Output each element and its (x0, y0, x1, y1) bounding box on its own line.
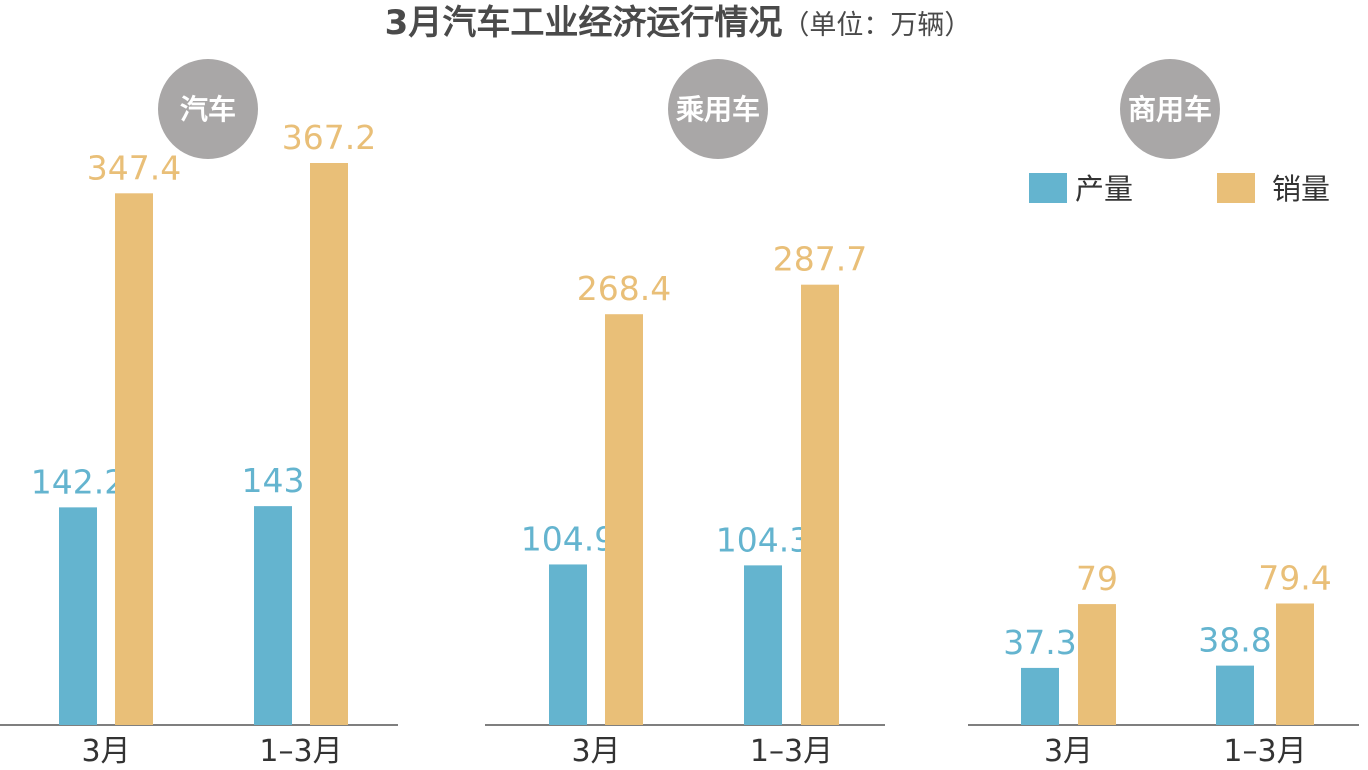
chart-title: 3月汽车工业经济运行情况（单位：万辆） (385, 3, 972, 43)
bar-production (549, 564, 587, 725)
legend-label-production: 产量 (1075, 172, 1133, 206)
panel-2: 乘用车 104.9 268.4 3月 104.3 287.7 1–3月 (485, 59, 885, 769)
bar-sales (1078, 604, 1116, 725)
panel-3: 商用车 37.379 3月 38.8 79.4 1–3月 (968, 59, 1359, 769)
panel-badge (158, 59, 258, 159)
data-label: 143 (242, 461, 305, 500)
x-tick-label: 1–3月 (750, 734, 833, 769)
panel-title: 商用车 (1128, 93, 1212, 126)
bar-production (744, 565, 782, 725)
bar-sales (115, 193, 153, 725)
panel-title: 乘用车 (676, 93, 760, 126)
bar-sales (801, 284, 839, 725)
legend-label-sales: 销量 (1272, 172, 1330, 206)
panel-1: 汽车 142.2 347.4 3月 143 367.2 1–3月 (0, 59, 398, 769)
legend-swatch-production (1029, 173, 1067, 203)
x-tick-label: 3月 (1044, 734, 1093, 769)
data-label: 38.8 (1198, 621, 1271, 660)
x-tick-label: 3月 (81, 734, 130, 769)
panel-badge (1120, 59, 1220, 159)
data-label: 142.2 (31, 462, 125, 501)
bar-production (1021, 667, 1059, 725)
bar-production (59, 507, 97, 725)
bar-sales (605, 314, 643, 725)
data-label: 79.4 (1258, 558, 1331, 597)
bar-sales (310, 163, 348, 725)
data-label: 37.3 (1003, 623, 1076, 662)
legend: 产量 销量 (1029, 172, 1330, 206)
legend-swatch-sales (1217, 173, 1255, 203)
data-label: 104.9 (521, 519, 615, 558)
data-label: 79 (1076, 559, 1118, 598)
data-label: 104.3 (716, 520, 810, 559)
bar-production (254, 506, 292, 725)
data-label: 367.2 (282, 118, 376, 157)
x-tick-label: 1–3月 (1223, 734, 1306, 769)
data-label: 347.4 (87, 148, 181, 187)
bar-production (1216, 665, 1254, 725)
panel-badge (668, 59, 768, 159)
x-tick-label: 3月 (571, 734, 620, 769)
chart-title-text: 3月汽车工业经济运行情况 (385, 3, 783, 43)
bar-sales (1276, 603, 1314, 725)
panel-title: 汽车 (180, 93, 236, 126)
chart-panels: 汽车 142.2 347.4 3月 143 367.2 1–3月 乘用车 104.9 268.4 3… (0, 59, 1359, 769)
x-tick-label: 1–3月 (259, 734, 342, 769)
data-label: 268.4 (577, 269, 671, 308)
unit-label: （单位：万辆） (782, 10, 971, 41)
data-label: 287.7 (773, 240, 867, 279)
